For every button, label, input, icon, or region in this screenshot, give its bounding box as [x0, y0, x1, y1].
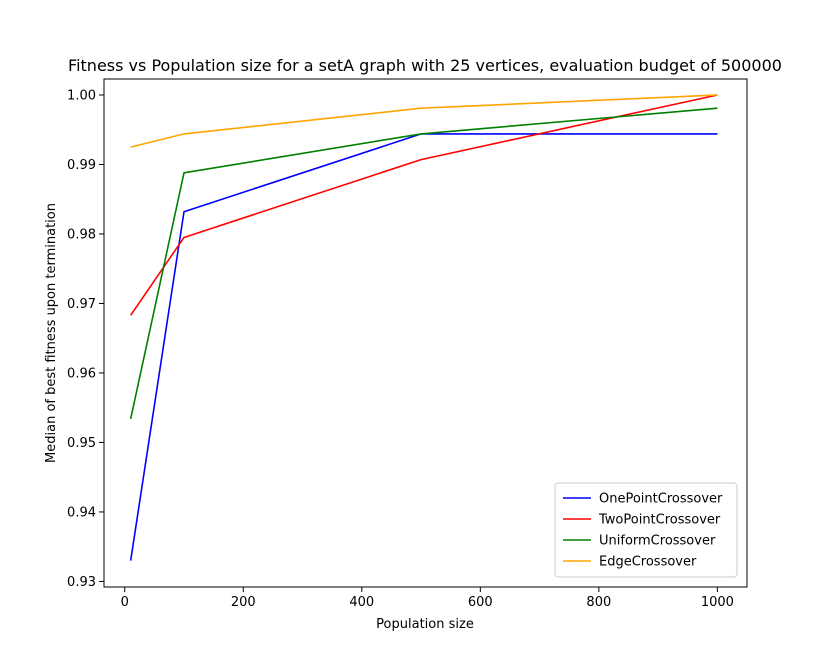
legend-label: OnePointCrossover	[599, 492, 723, 507]
x-tick-label: 200	[231, 595, 256, 610]
x-tick-label: 1000	[701, 595, 734, 610]
y-tick-label: 0.98	[67, 227, 96, 242]
legend: OnePointCrossover TwoPointCrossover Unifor…	[554, 482, 738, 578]
series-lines	[129, 94, 718, 561]
x-tick-label: 400	[349, 595, 374, 610]
series-line-edgecrossover	[130, 94, 718, 148]
legend-label: UniformCrossover	[599, 534, 716, 549]
legend-box	[554, 482, 738, 578]
x-tick-label: 600	[468, 595, 493, 610]
x-tick-label: 0	[121, 595, 129, 610]
y-tick-label: 0.99	[67, 158, 96, 173]
y-tick-label: 0.94	[67, 505, 96, 520]
y-axis-label: Median of best fitness upon termination	[44, 203, 59, 463]
y-tick-label: 0.97	[67, 297, 96, 312]
y-tick-label: 0.95	[67, 436, 96, 451]
y-axis-ticks: 0.93 0.94 0.95 0.96 0.97 0.98 0.99 1.00	[67, 88, 104, 590]
chart-title: Fitness vs Population size for a setA gr…	[68, 56, 782, 75]
y-tick-label: 0.96	[67, 366, 96, 381]
x-tick-label: 800	[586, 595, 611, 610]
series-line-twopointcrossover	[130, 94, 718, 316]
y-tick-label: 1.00	[67, 88, 96, 103]
y-tick-label: 0.93	[67, 575, 96, 590]
x-axis-ticks: 0 200 400 600 800 1000	[121, 587, 734, 610]
series-line-onepointcrossover	[129, 133, 718, 561]
legend-label: EdgeCrossover	[599, 555, 697, 570]
series-line-uniformcrossover	[129, 107, 718, 419]
legend-label: TwoPointCrossover	[598, 513, 721, 528]
plot-frame	[103, 78, 748, 588]
x-axis-label: Population size	[376, 617, 474, 632]
